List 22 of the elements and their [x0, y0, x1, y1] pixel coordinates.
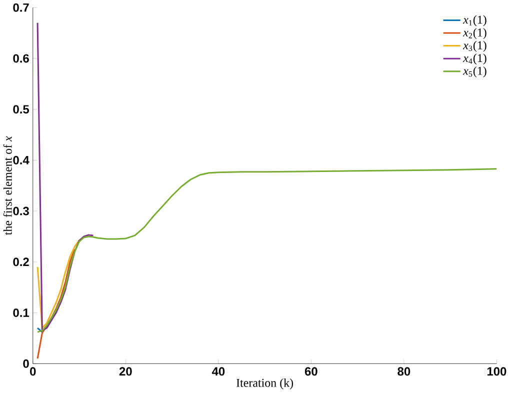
y-tick-label: 0.2: [13, 258, 29, 266]
legend-label: x$_{2}$(1): [462, 28, 486, 40]
y-tick-label: 0.3: [13, 206, 29, 216]
y-tick-label: 0: [23, 360, 29, 368]
line-series: [36, 239, 80, 329]
x-tick-label: 40: [212, 367, 225, 376]
legend-label: x$_{4}$(1): [462, 54, 486, 65]
y-axis-title: the first element of x: [3, 136, 12, 236]
x-tick-label: 100: [487, 367, 506, 376]
x-tick-label: 80: [398, 367, 410, 376]
x-tick-label: 60: [304, 367, 318, 376]
x-axis-title: Iteration (k): [236, 378, 294, 390]
legend-label: x$_{5}$(1): [462, 66, 486, 78]
x-tick-label: 0: [30, 367, 36, 376]
legend-label: x$_{3}$(1): [462, 41, 486, 52]
y-tick-label: 0.6: [13, 54, 29, 63]
y-tick-label: 0.5: [13, 105, 30, 114]
x-tick-label: 20: [119, 367, 132, 376]
y-tick-label: 0.4: [13, 156, 30, 165]
y-tick-label: 0.7: [13, 3, 29, 12]
legend-label: x$_{1}$(1): [462, 15, 486, 26]
y-tick-label: 0.1: [13, 308, 30, 318]
